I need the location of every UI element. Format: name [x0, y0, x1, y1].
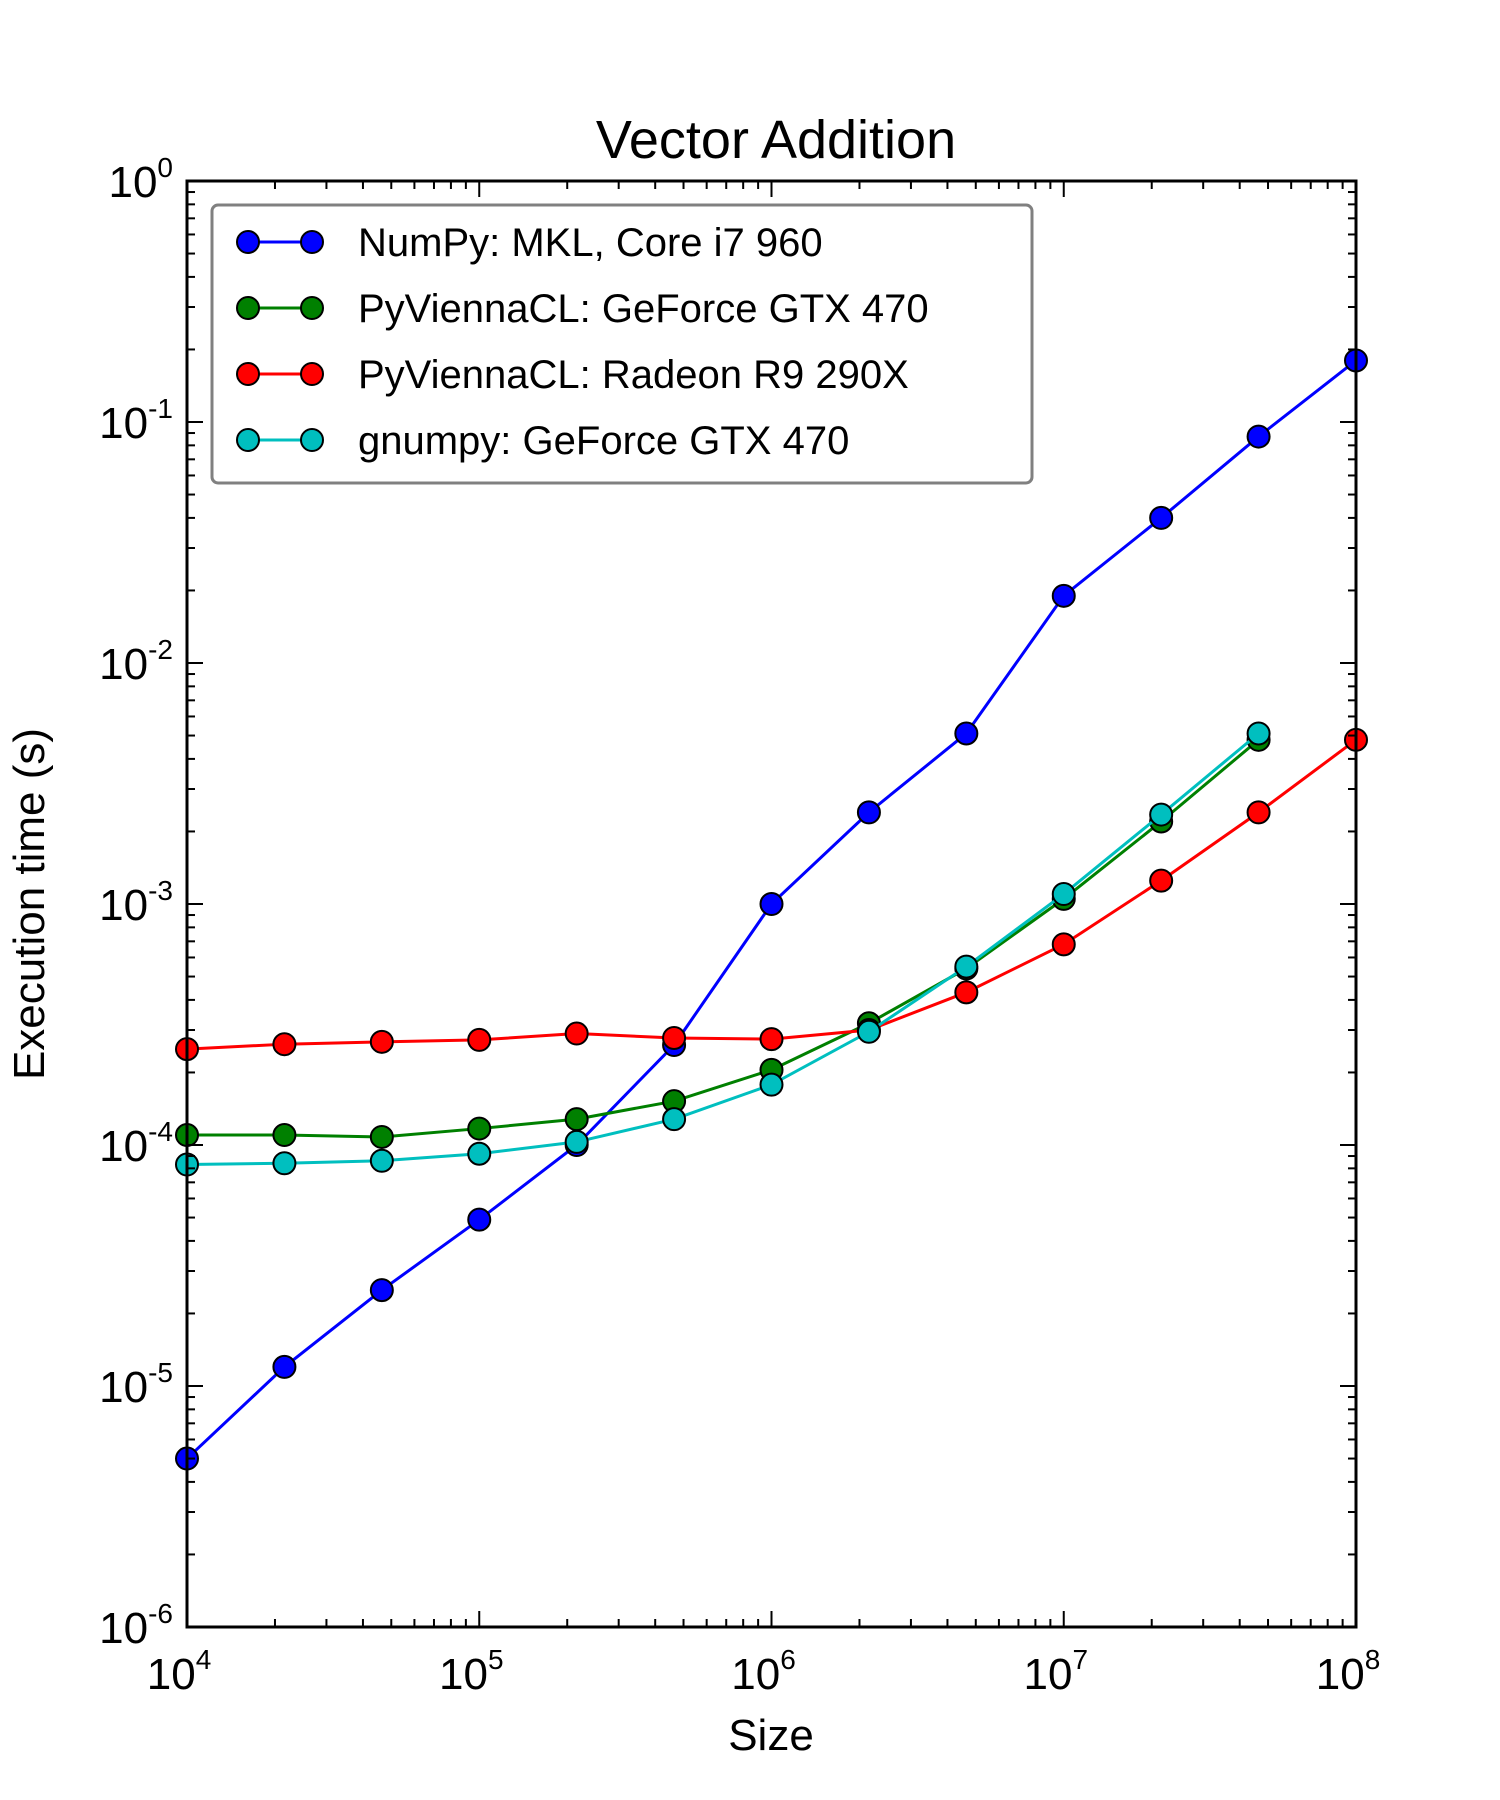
data-point [369, 1278, 394, 1303]
x-axis-label: Size [728, 1711, 814, 1760]
data-point [467, 1141, 492, 1166]
y-tick-label: 10-1 [99, 393, 173, 448]
y-tick-label: 10-5 [99, 1357, 173, 1412]
legend-marker [300, 362, 324, 386]
legend-entry: PyViennaCL: Radeon R9 290X [358, 353, 909, 397]
legend-marker [236, 296, 260, 320]
x-tick-label: 104 [147, 1644, 212, 1699]
legend-entry: gnumpy: GeForce GTX 470 [358, 419, 849, 463]
data-point [1246, 721, 1271, 746]
data-point [564, 1107, 589, 1132]
data-point [1149, 868, 1174, 893]
series-line-1 [187, 738, 1260, 1139]
x-tick-label: 107 [1023, 1644, 1088, 1699]
data-point [272, 1123, 297, 1148]
legend-marker [236, 428, 260, 452]
legend-entry: NumPy: MKL, Core i7 960 [358, 221, 823, 265]
data-point [1051, 583, 1076, 608]
data-point [856, 800, 881, 825]
data-point [954, 954, 979, 979]
data-point [1246, 424, 1271, 449]
data-point [759, 892, 784, 916]
data-point [954, 721, 979, 746]
legend-entry: PyViennaCL: GeForce GTX 470 [358, 287, 929, 331]
x-tick-label: 108 [1316, 1644, 1381, 1699]
legend-marker [300, 230, 324, 254]
data-point [564, 1129, 589, 1154]
legend-marker [300, 428, 324, 452]
data-point [369, 1124, 394, 1149]
data-point [759, 1027, 784, 1052]
legend-marker [300, 296, 324, 320]
y-tick-label: 10-2 [99, 634, 173, 689]
y-tick-label: 10-6 [99, 1598, 173, 1653]
data-point [467, 1116, 492, 1141]
y-tick-label: 10-4 [99, 1116, 173, 1171]
y-axis-label: Execution time (s) [5, 728, 54, 1080]
data-point [856, 1019, 881, 1044]
data-point [662, 1025, 687, 1050]
data-point [954, 980, 979, 1005]
data-point [564, 1021, 589, 1046]
legend-marker [236, 362, 260, 386]
data-point [1051, 932, 1076, 957]
data-point [272, 1354, 297, 1379]
y-tick-label: 10-3 [99, 875, 173, 930]
data-point [662, 1107, 687, 1132]
y-tick-label: 100 [108, 152, 173, 207]
data-point [1246, 800, 1271, 825]
legend-box [210, 203, 1034, 485]
data-point [369, 1148, 394, 1173]
data-point [1149, 802, 1174, 827]
data-point [467, 1207, 492, 1232]
legend: NumPy: MKL, Core i7 960 PyViennaCL: GeFor… [210, 203, 1034, 485]
series-line-3 [186, 732, 1260, 1167]
data-point [1149, 505, 1174, 530]
data-point [369, 1029, 394, 1054]
data-point [1051, 882, 1076, 907]
data-point [272, 1032, 297, 1057]
chart-title: Vector Addition [596, 110, 956, 170]
legend-marker [236, 230, 260, 254]
x-tick-label: 106 [731, 1644, 796, 1699]
data-point [759, 1072, 784, 1097]
x-tick-label: 105 [439, 1644, 504, 1699]
data-point [467, 1027, 492, 1052]
data-point [272, 1151, 297, 1176]
